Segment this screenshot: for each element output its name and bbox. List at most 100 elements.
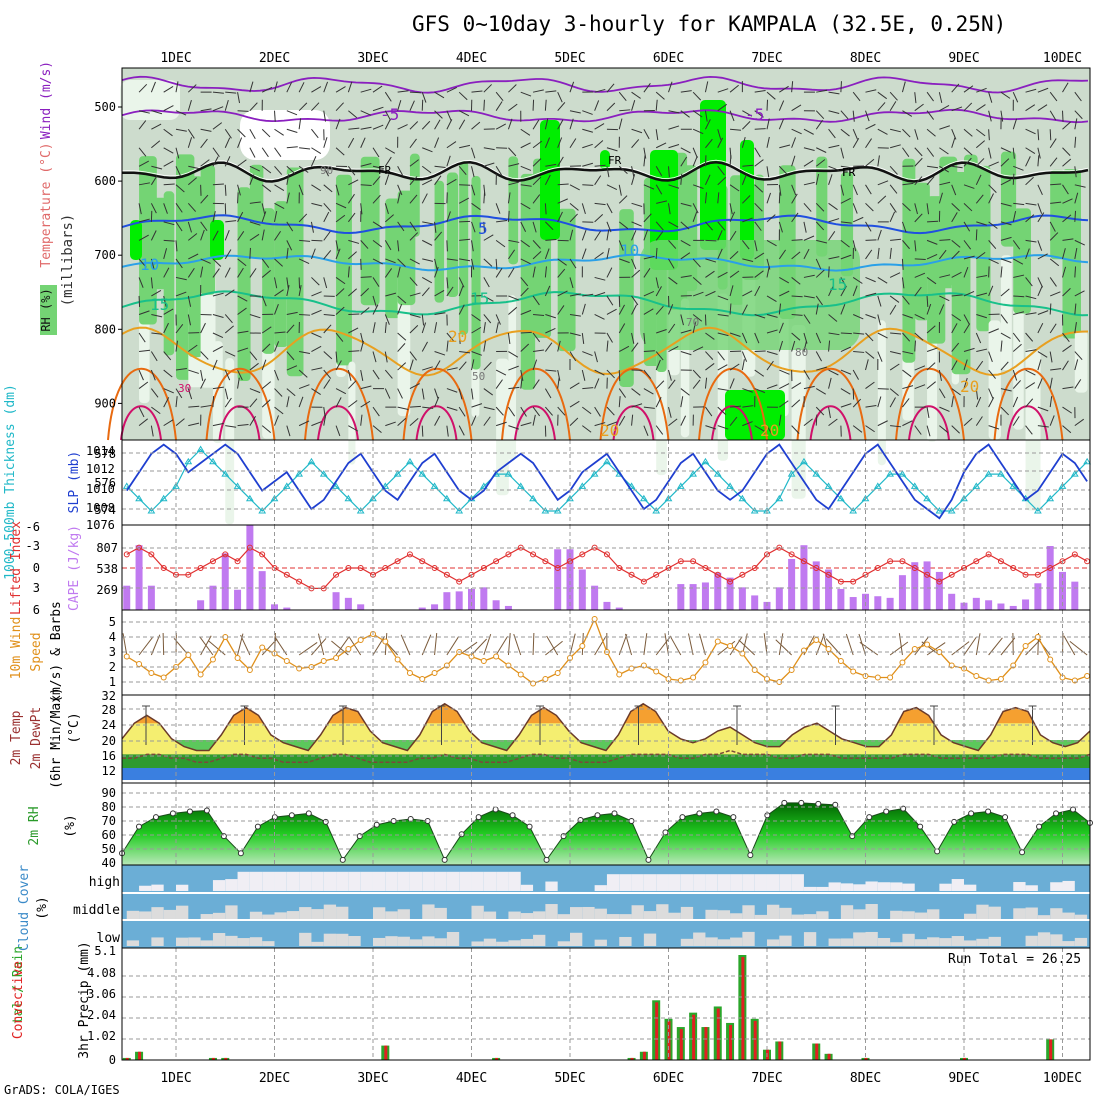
wind-barb: [299, 313, 311, 316]
cloud-bar: [176, 884, 189, 891]
lifted-index-point: [924, 571, 931, 578]
wind-barb: [1012, 396, 1019, 408]
rh-point: [237, 850, 244, 857]
cape-bar: [480, 587, 488, 610]
wind-barb: [741, 304, 748, 315]
wind-barb: [1049, 396, 1053, 408]
y-axis-label-temperature: Temperature (°C): [39, 142, 54, 267]
wind-barb: [902, 398, 910, 408]
wind-barb: [668, 369, 672, 381]
wind-speed-point: [985, 677, 992, 684]
wind-speed-point: [259, 644, 266, 651]
wind-barb: [1025, 214, 1035, 223]
wind-barb: [852, 129, 858, 140]
wind-barb: [594, 406, 601, 417]
rh-point: [985, 808, 992, 815]
wind-barb: [397, 295, 407, 304]
wind-barb: [569, 313, 581, 317]
wind-barb: [384, 240, 392, 251]
wind-barb: [310, 156, 317, 167]
wind-barb: [889, 641, 909, 656]
wind-barb: [606, 83, 615, 93]
rh-point: [611, 810, 618, 817]
wind-barb: [582, 128, 594, 133]
thickness-point: [590, 470, 599, 477]
temp-tick-label: 32: [102, 689, 116, 703]
rh-point: [679, 814, 686, 821]
wind-barb: [680, 202, 692, 207]
wind-barb: [348, 127, 360, 130]
wind-tick-label: 5: [109, 615, 116, 629]
wind-barb: [434, 312, 446, 315]
wind-barb: [717, 406, 727, 415]
wind-barb: [261, 147, 269, 158]
wind-barb: [397, 221, 405, 232]
wind-barb: [717, 221, 726, 231]
wind-barb: [163, 388, 174, 394]
thickness-point: [800, 457, 808, 465]
wind-barb: [446, 388, 458, 393]
wind-barb: [274, 184, 285, 191]
wind-barb: [557, 119, 564, 130]
rh-point: [866, 814, 873, 821]
wind-barb: [1025, 128, 1036, 135]
wind-barb: [311, 291, 322, 297]
wind-barb: [1025, 332, 1034, 342]
wind-barb: [803, 274, 815, 278]
cape-bar: [135, 545, 143, 610]
wind-barb: [581, 303, 586, 315]
wind-barb: [815, 110, 825, 120]
wind-barb: [655, 286, 662, 297]
wind-barb: [409, 313, 421, 318]
temperature-contour-line: [809, 405, 852, 441]
rh-point: [1002, 814, 1009, 821]
rh-point: [560, 833, 567, 840]
rh-moist-patch: [446, 172, 459, 297]
wind-barb: [569, 382, 580, 390]
cloud-bar: [557, 914, 570, 919]
cape-bar: [1009, 605, 1017, 610]
wind-barb: [840, 369, 852, 375]
wind-barb: [323, 202, 332, 212]
wind-barb: [347, 369, 352, 381]
wind-barb: [299, 147, 311, 150]
wind-barb: [237, 92, 241, 104]
wind-barb: [1025, 382, 1036, 389]
wind-barb: [631, 230, 637, 241]
wind-barb: [471, 258, 475, 270]
wind-speed-point: [283, 658, 290, 664]
wind-barb: [323, 211, 330, 223]
wind-barb: [150, 81, 156, 93]
wind-barb: [138, 381, 149, 389]
rh-panel: [119, 799, 1093, 865]
wind-barb: [779, 290, 790, 297]
cloud-bar: [508, 911, 521, 919]
wind-barb: [286, 82, 293, 93]
thickness-point: [947, 507, 956, 514]
wind-barb: [397, 406, 409, 411]
wind-barb: [852, 203, 858, 214]
wind-barb: [150, 425, 154, 437]
day-label-top: 7DEC: [751, 51, 782, 66]
wind-barb: [853, 332, 865, 335]
wind-barb: [963, 255, 975, 260]
wind-barb: [754, 252, 765, 260]
wind-barb: [815, 119, 823, 130]
wind-barb: [717, 364, 728, 371]
lifted-index-point: [197, 565, 204, 571]
lifted-index-point: [123, 551, 130, 558]
cloud-bar: [1013, 882, 1026, 891]
thickness-point: [147, 507, 156, 514]
temp-day-gridlines: [175, 695, 1063, 783]
wind-barb: [631, 295, 639, 306]
wind-barb: [976, 348, 988, 353]
wind-barb: [286, 388, 296, 397]
wind-barb: [544, 99, 547, 111]
wind-barb: [212, 422, 224, 427]
wind-barb: [471, 351, 482, 356]
wind-barb: [569, 633, 576, 656]
lifted-index-point: [640, 578, 647, 585]
wind-barb: [828, 110, 840, 115]
lifted-index-point: [899, 558, 906, 565]
wind-barb: [668, 166, 670, 178]
